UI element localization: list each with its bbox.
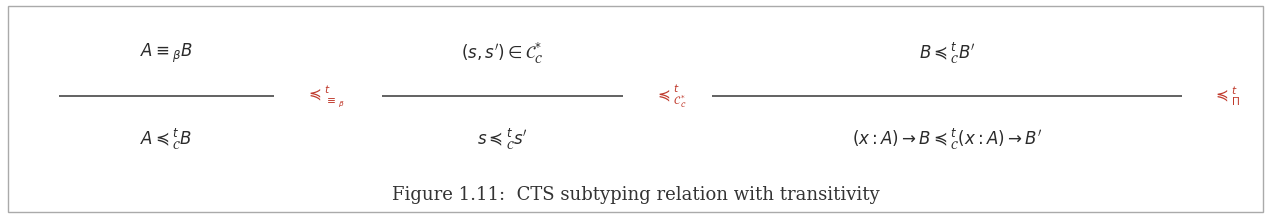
Text: $\preceq^{t}_{\mathcal{C}^{*}_{\mathcal{C}}}$: $\preceq^{t}_{\mathcal{C}^{*}_{\mathcal{… [655, 82, 687, 110]
Text: $s\preceq^{t}_{\mathcal{C}}s^{\prime}$: $s\preceq^{t}_{\mathcal{C}}s^{\prime}$ [477, 127, 528, 152]
FancyBboxPatch shape [8, 6, 1263, 212]
Text: $B\preceq^{t}_{\mathcal{C}}B^{\prime}$: $B\preceq^{t}_{\mathcal{C}}B^{\prime}$ [918, 41, 976, 66]
Text: $(s,s^{\prime})\in\mathcal{C}^{*}_{\mathcal{C}}$: $(s,s^{\prime})\in\mathcal{C}^{*}_{\math… [462, 41, 544, 66]
Text: $A\preceq^{t}_{\mathcal{C}}B$: $A\preceq^{t}_{\mathcal{C}}B$ [140, 127, 192, 152]
Text: Figure 1.11:  CTS subtyping relation with transitivity: Figure 1.11: CTS subtyping relation with… [392, 186, 880, 204]
Text: $\preceq^{t}_{\equiv_{\beta}}$: $\preceq^{t}_{\equiv_{\beta}}$ [307, 83, 345, 109]
Text: $(x:A)\rightarrow B\preceq^{t}_{\mathcal{C}}(x:A)\rightarrow B^{\prime}$: $(x:A)\rightarrow B\preceq^{t}_{\mathcal… [852, 127, 1042, 152]
Text: $A\equiv_{\beta}B$: $A\equiv_{\beta}B$ [140, 41, 193, 65]
Text: $\preceq^{t}_{\Pi}$: $\preceq^{t}_{\Pi}$ [1213, 85, 1241, 108]
